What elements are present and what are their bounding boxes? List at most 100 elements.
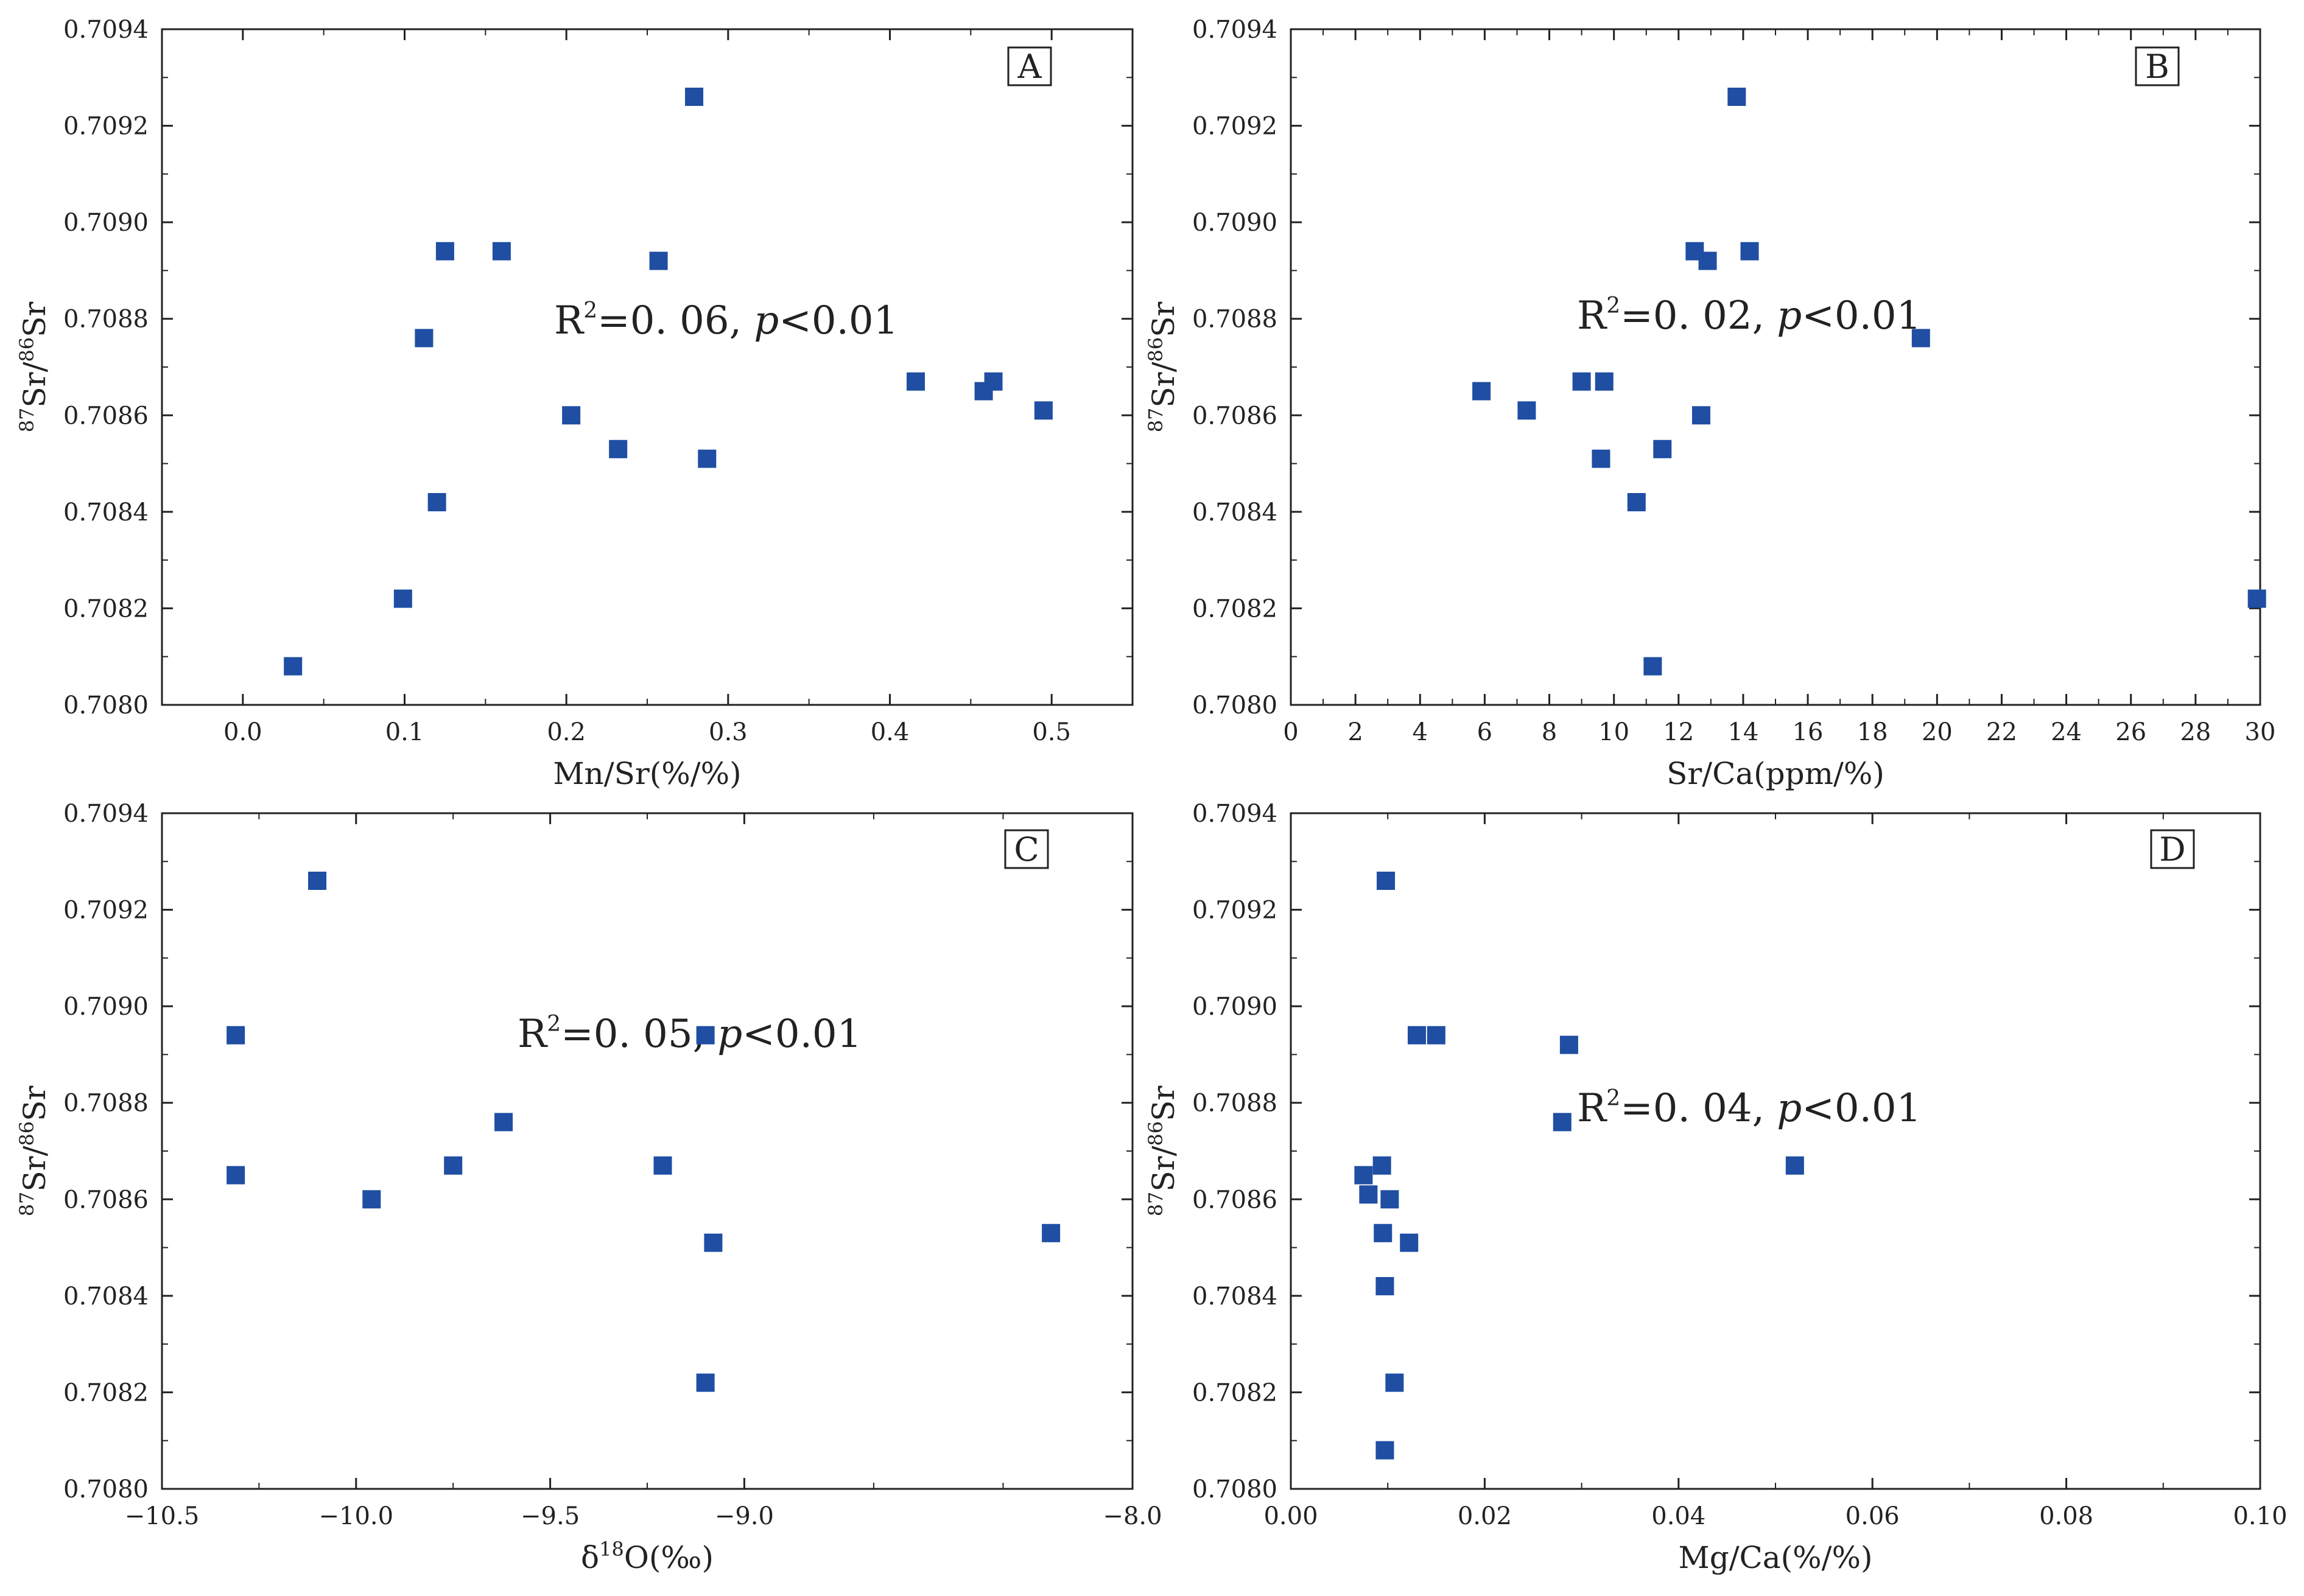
data-point [1375,1277,1394,1295]
x-tick-label: 0.00 [1263,1502,1318,1530]
y-tick-label: 0.7080 [1192,691,1277,719]
data-point [2247,589,2266,608]
x-tick-label: 6 [1477,718,1492,746]
data-point [308,872,327,890]
data-point [1354,1166,1373,1185]
x-tick-label: 4 [1413,718,1428,746]
data-point [1740,242,1759,261]
x-tick-label: 0.04 [1651,1502,1705,1530]
y-tick-label: 0.7084 [63,499,149,527]
data-point [1427,1026,1445,1045]
x-tick-label: −10.5 [125,1502,200,1530]
panel-b: 0.7080 0.7082 0.7084 0.7086 0.7088 0.7090 0.70… [1144,16,2275,791]
data-point [1627,493,1646,511]
x-tick-label: 0.3 [709,718,748,746]
y-tick-label: 0.7088 [63,1090,149,1118]
data-point [1691,406,1710,425]
panel-a: 0.7080 0.7082 0.7084 0.7086 0.7088 0.7090 0.70… [15,16,1134,791]
panel-letter-box [2150,829,2195,869]
data-point [1472,382,1491,401]
data-point [492,242,511,261]
y-axis-title: 87Sr/86Sr [1144,302,1181,433]
data-point [362,1190,381,1209]
x-tick-label: 0 [1283,718,1298,746]
data-point [698,449,717,468]
data-point [696,1373,715,1392]
data-point [1592,449,1610,468]
data-point [1698,251,1717,270]
y-tick-label: 0.7088 [1192,1090,1277,1118]
regression-annotation: R2=0. 04, p<0.01 [1577,1086,1921,1131]
y-tick-label: 0.7086 [63,402,149,430]
x-tick-label: 30 [2245,718,2276,746]
x-tick-label: 0.4 [871,718,910,746]
y-tick-label: 0.7094 [63,800,149,828]
x-tick-label: 2 [1347,718,1363,746]
data-point [562,406,581,425]
data-point [653,1156,672,1175]
x-tick-label: 10 [1598,718,1629,746]
y-tick-label: 0.7090 [1192,993,1277,1021]
y-tick-label: 0.7090 [63,209,149,237]
data-point [1553,1113,1572,1132]
panel-c: 0.7080 0.7082 0.7084 0.7086 0.7088 0.7090 0.70… [15,800,1162,1575]
data-point [1375,1441,1394,1460]
y-axis-title: 87Sr/86Sr [15,302,52,433]
y-tick-label: 0.7092 [63,897,149,925]
x-tick-label: 12 [1663,718,1694,746]
x-axis-title: Mg/Ca(%/%) [1679,1540,1873,1575]
data-point [1400,1233,1419,1252]
data-point [704,1233,723,1252]
x-axis-title: Mn/Sr(%/%) [553,756,741,791]
y-tick-label: 0.7084 [1192,499,1277,527]
y-tick-label: 0.7094 [1192,800,1277,828]
data-point [1643,657,1662,676]
y-tick-label: 0.7082 [63,595,149,623]
data-point [907,372,925,391]
data-point [227,1026,245,1045]
y-tick-label: 0.7090 [63,993,149,1021]
x-tick-label: −9.0 [715,1502,774,1530]
data-point [1911,329,1930,348]
x-tick-label: 0.1 [385,718,424,746]
data-point [984,372,1003,391]
y-tick-label: 0.7086 [1192,402,1277,430]
y-tick-label: 0.7084 [63,1283,149,1311]
x-tick-label: 28 [2180,718,2211,746]
y-tick-label: 0.7080 [1192,1475,1277,1503]
panel-letter: C [1014,830,1039,869]
data-point [696,1026,715,1045]
data-point [444,1156,463,1175]
data-point [1359,1185,1378,1204]
y-tick-label: 0.7094 [1192,16,1277,44]
x-tick-label: −9.5 [521,1502,580,1530]
data-point [649,251,668,270]
y-tick-label: 0.7086 [1192,1186,1277,1214]
y-tick-label: 0.7086 [63,1186,149,1214]
x-tick-label: 0.5 [1032,718,1071,746]
y-tick-label: 0.7088 [1192,306,1277,334]
data-point [1653,439,1672,458]
data-point [1595,372,1614,391]
panel-letter: B [2145,47,2169,86]
x-tick-label: 24 [2051,718,2082,746]
data-point [1380,1190,1399,1209]
data-point [1034,401,1053,420]
panel-b-frame [1290,28,2261,706]
x-tick-label: 16 [1793,718,1824,746]
x-tick-label: 0.10 [2233,1502,2287,1530]
x-tick-label: 0.06 [1846,1502,1900,1530]
regression-annotation: R2=0. 06, p<0.01 [554,298,898,343]
data-point [1385,1373,1404,1392]
data-point [1785,1156,1804,1175]
regression-annotation: R2=0. 05, p<0.01 [518,1012,862,1057]
y-axis-title: 87Sr/86Sr [1144,1086,1181,1217]
data-point [435,242,454,261]
panel-d-frame [1290,812,2261,1490]
data-point [1559,1035,1578,1054]
x-axis-title: Sr/Ca(ppm/%) [1667,756,1884,791]
panel-letter: A [1017,47,1042,86]
y-tick-label: 0.7080 [63,1475,149,1503]
data-point [1042,1223,1061,1242]
y-tick-label: 0.7088 [63,306,149,334]
